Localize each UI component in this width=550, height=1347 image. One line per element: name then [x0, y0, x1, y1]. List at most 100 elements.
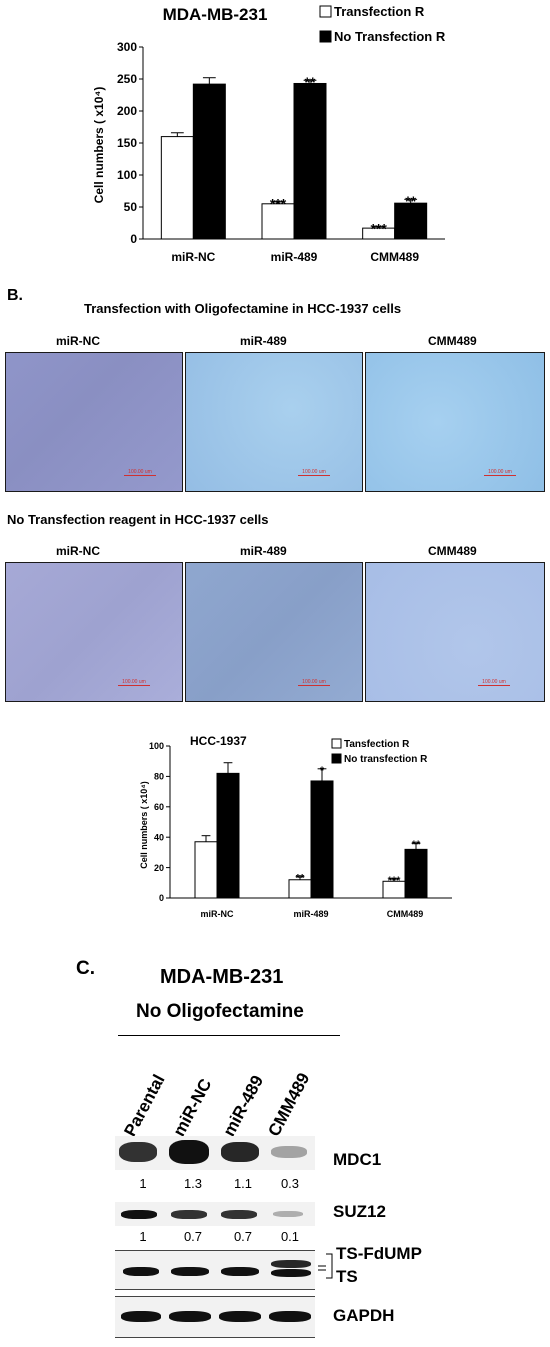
micrograph-no-transfection-cmm489: 100.00 um — [365, 562, 545, 702]
band — [121, 1311, 161, 1322]
chart-mda-mb-231: MDA-MB-231 Cell numbers ( x10⁴) 0 50 100 15… — [92, 4, 446, 264]
bar — [261, 203, 295, 240]
legend-swatch — [319, 30, 332, 43]
x-tick-label: miR-NC — [171, 250, 215, 264]
blot-label-ts: TS — [336, 1267, 358, 1286]
subtitle-underline — [118, 1035, 340, 1036]
mdc1-quant-mir-nc: 1.3 — [183, 1176, 203, 1191]
y-tick-label: 100 — [149, 741, 164, 751]
band — [271, 1146, 307, 1158]
blot-subtitle: No Oligofectamine — [136, 1001, 304, 1022]
scale-bar: 100.00 um — [478, 679, 510, 686]
x-tick-label: CMM489 — [370, 250, 419, 264]
significance-label: ** — [296, 873, 305, 885]
band — [171, 1267, 209, 1276]
significance-label: *** — [388, 875, 402, 887]
lane-label-cmm489: CMM489 — [264, 1069, 314, 1140]
x-tick-label: miR-489 — [293, 909, 328, 919]
y-tick-label: 0 — [159, 893, 164, 903]
y-tick-label: 20 — [154, 863, 164, 873]
significance-label: * — [320, 765, 325, 777]
scale-bar: 100.00 um — [298, 469, 330, 476]
blot-ts — [115, 1250, 315, 1290]
scale-bar: 100.00 um — [298, 679, 330, 686]
band — [219, 1311, 261, 1322]
band — [269, 1311, 311, 1322]
blot-label-mdc1: MDC1 — [333, 1150, 382, 1169]
row1-label-cmm489: CMM489 — [428, 334, 477, 348]
scale-bar: 100.00 um — [118, 679, 150, 686]
legend-swatch — [331, 753, 342, 764]
chart-title: HCC-1937 — [190, 734, 247, 748]
micrograph-transfection-cmm489: 100.00 um — [365, 352, 545, 492]
bar — [160, 136, 194, 240]
bar — [293, 82, 327, 240]
row2-title: No Transfection reagent in HCC-1937 cell… — [7, 512, 269, 527]
micrograph-no-transfection-mir-nc: 100.00 um — [5, 562, 183, 702]
blot-suz12 — [115, 1202, 315, 1226]
legend-label: No Transfection R — [334, 29, 446, 44]
band — [221, 1142, 259, 1162]
significance-label: ** — [412, 839, 421, 851]
suz12-quant-parental: 1 — [139, 1229, 147, 1244]
row1-label-mir-nc: miR-NC — [56, 334, 100, 348]
lane-label-mir-489: miR-489 — [219, 1072, 268, 1140]
row1-label-mir-489: miR-489 — [240, 334, 287, 348]
micrograph-transfection-mir-nc: 100.00 um — [5, 352, 183, 492]
x-tick-label: miR-NC — [201, 909, 234, 919]
row2-label-mir-nc: miR-NC — [56, 544, 100, 558]
legend-label: Tansfection R — [344, 739, 410, 750]
band — [221, 1210, 257, 1219]
row1-title: Transfection with Oligofectamine in HCC-… — [84, 301, 402, 316]
bar — [192, 83, 226, 240]
mdc1-quant-mir-489: 1.1 — [233, 1176, 253, 1191]
blot-mdc1 — [115, 1136, 315, 1170]
y-tick-label: 50 — [124, 200, 138, 214]
legend-swatch — [331, 738, 342, 749]
scale-bar: 100.00 um — [484, 469, 516, 476]
band — [169, 1311, 211, 1322]
band — [273, 1211, 303, 1217]
section-b-letter: B. — [7, 287, 23, 304]
mdc1-quant-cmm489: 0.3 — [280, 1176, 300, 1191]
blot-gapdh — [115, 1296, 315, 1338]
scale-bar: 100.00 um — [124, 469, 156, 476]
lane-label-mir-nc: miR-NC — [169, 1075, 216, 1140]
suz12-quant-mir-489: 0.7 — [233, 1229, 253, 1244]
blot-label-suz12: SUZ12 — [333, 1202, 386, 1221]
y-tick-label: 100 — [117, 168, 137, 182]
y-tick-label: 80 — [154, 772, 164, 782]
band — [121, 1210, 157, 1219]
significance-label: *** — [370, 220, 387, 236]
band — [169, 1140, 209, 1164]
y-tick-label: 40 — [154, 832, 164, 842]
legend-label: No transfection R — [344, 754, 428, 765]
y-tick-label: 150 — [117, 136, 137, 150]
significance-label: ** — [305, 74, 316, 90]
legend-swatch — [319, 5, 332, 18]
micrograph-transfection-mir-489: 100.00 um — [185, 352, 363, 492]
band — [271, 1260, 311, 1268]
blot-label-gapdh: GAPDH — [333, 1306, 395, 1325]
blot-label-ts-fdump: TS-FdUMP — [336, 1244, 422, 1263]
chart-title: MDA-MB-231 — [163, 5, 268, 24]
y-tick-label: 0 — [130, 232, 137, 246]
band — [119, 1142, 157, 1162]
bar — [404, 848, 428, 899]
x-tick-label: miR-489 — [271, 250, 318, 264]
y-axis-label: Cell numbers ( x10⁴) — [92, 87, 106, 204]
bar — [394, 202, 428, 240]
bar — [216, 772, 240, 899]
legend-label: Transfection R — [334, 4, 425, 19]
row2-label-mir-489: miR-489 — [240, 544, 287, 558]
band — [221, 1267, 259, 1276]
band — [171, 1210, 207, 1219]
lane-label-parental: Parental — [120, 1071, 169, 1140]
row2-label-cmm489: CMM489 — [428, 544, 477, 558]
micrograph-no-transfection-mir-489: 100.00 um — [185, 562, 363, 702]
chart-hcc-1937: HCC-1937 Cell numbers ( x10⁴) 0 20 40 60 80 1… — [139, 734, 452, 919]
y-tick-label: 200 — [117, 104, 137, 118]
band — [271, 1269, 311, 1277]
suz12-quant-cmm489: 0.1 — [280, 1229, 300, 1244]
significance-label: *** — [270, 195, 287, 211]
